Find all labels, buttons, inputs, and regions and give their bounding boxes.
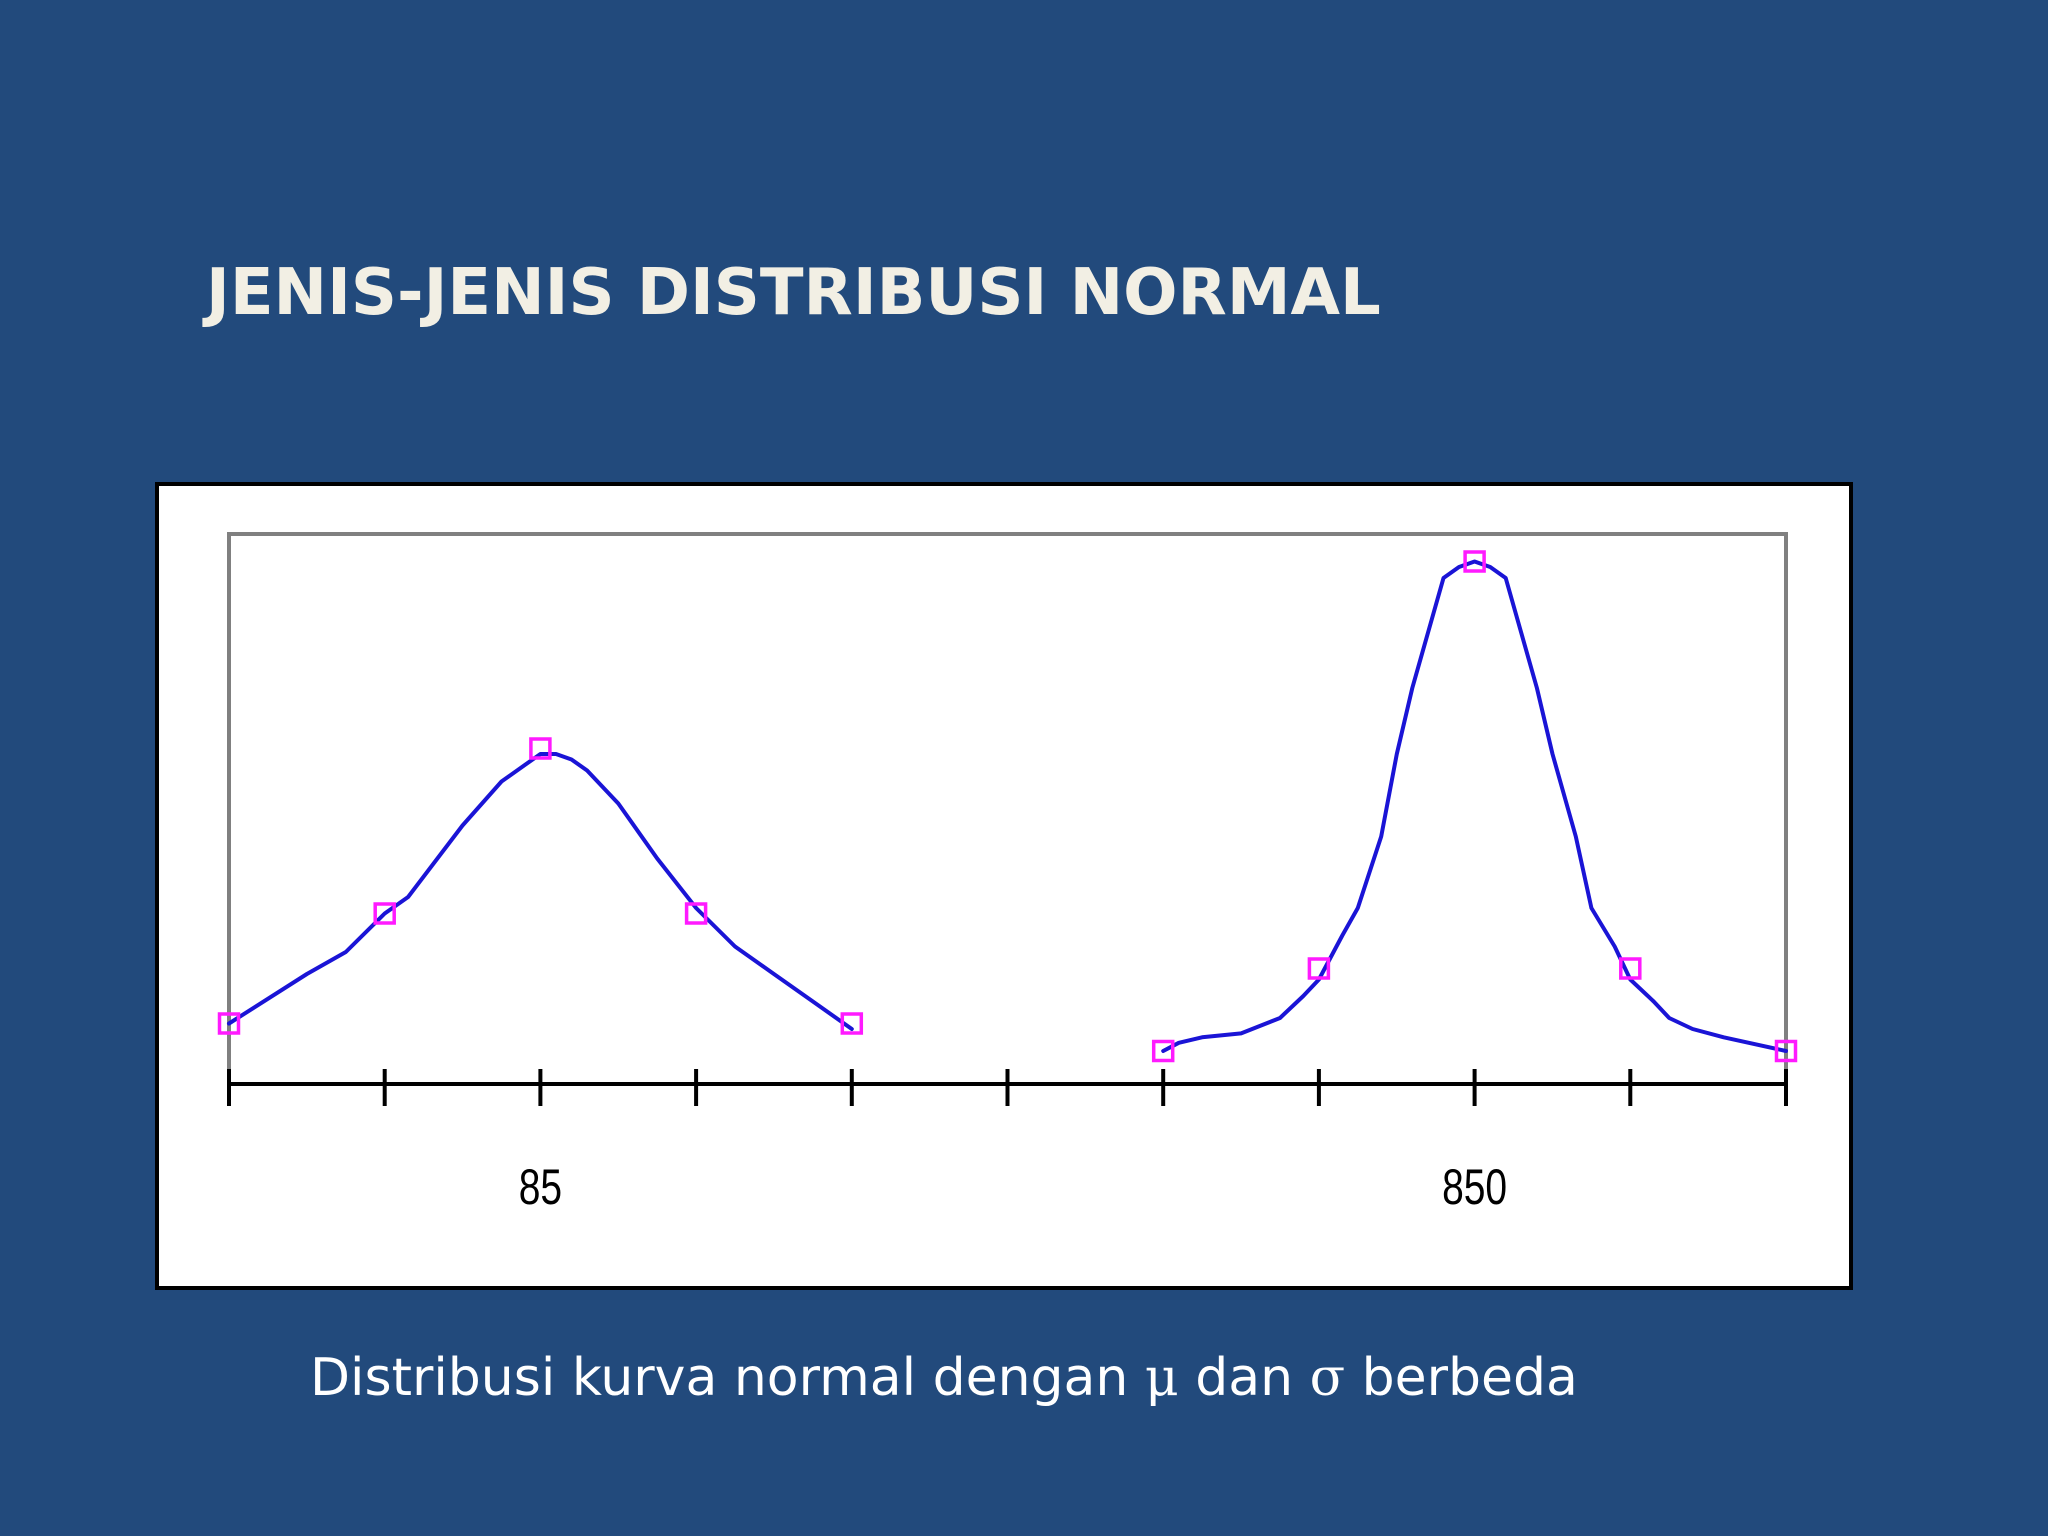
data-marker — [373, 902, 396, 925]
markers — [217, 550, 1798, 1063]
data-marker — [1307, 957, 1331, 980]
curve-1 — [227, 752, 854, 1031]
caption-text-end: berbeda — [1345, 1348, 1578, 1408]
caption-text-middle: dan — [1178, 1348, 1310, 1408]
chart-caption: Distribusi kurva normal dengan μ dan σ b… — [310, 1342, 1578, 1414]
tick-label: 850 — [1442, 1158, 1507, 1215]
data-marker — [1774, 1039, 1798, 1063]
tick-labels: 85 850 — [519, 1158, 1507, 1215]
data-marker — [1619, 957, 1642, 980]
sigma-symbol: σ — [1309, 1348, 1346, 1408]
curve-2 — [1161, 559, 1788, 1053]
data-marker — [217, 1012, 241, 1035]
plot-area-border — [227, 532, 1788, 1086]
data-marker — [529, 737, 552, 760]
curves — [227, 559, 1788, 1053]
data-marker — [1151, 1039, 1175, 1063]
tick-label: 85 — [519, 1158, 562, 1215]
data-marker — [1463, 550, 1486, 573]
data-marker — [840, 1012, 864, 1035]
normal-distribution-chart: 85 850 — [217, 532, 1798, 1215]
data-marker — [684, 902, 708, 925]
mu-symbol: μ — [1144, 1348, 1179, 1408]
caption-text-start: Distribusi kurva normal dengan — [310, 1348, 1145, 1408]
slide-title: JENIS-JENIS DISTRIBUSI NORMAL — [206, 256, 1381, 330]
chart-frame: 85 850 — [155, 482, 1853, 1290]
x-axis-ticks — [227, 1069, 1788, 1106]
